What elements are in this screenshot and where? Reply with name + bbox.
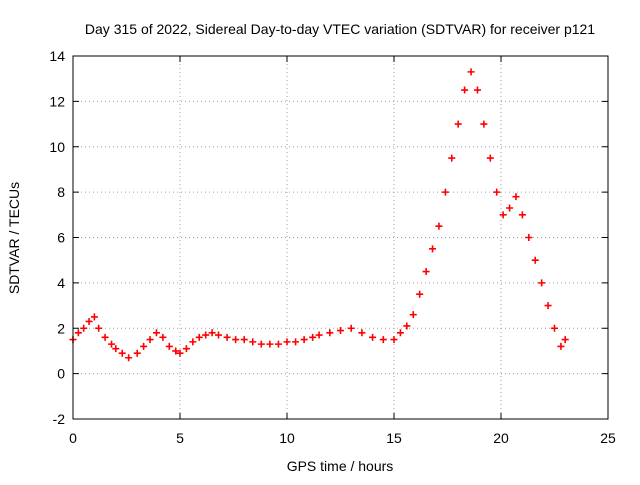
- x-tick-label: 15: [386, 430, 402, 446]
- data-point: [172, 347, 180, 355]
- data-point: [74, 329, 82, 337]
- data-point: [223, 333, 231, 341]
- data-point: [506, 204, 514, 212]
- data-point: [208, 329, 216, 337]
- data-point: [195, 333, 203, 341]
- y-tick-label: 4: [57, 275, 65, 291]
- data-point: [544, 302, 552, 310]
- data-point: [416, 290, 424, 298]
- data-point: [379, 336, 387, 344]
- data-point: [95, 324, 103, 332]
- data-point: [461, 86, 469, 94]
- chart-title: Day 315 of 2022, Sidereal Day-to-day VTE…: [85, 21, 595, 37]
- grid: [73, 56, 608, 419]
- data-point: [347, 324, 355, 332]
- x-tick-label: 25: [600, 430, 616, 446]
- data-point: [480, 120, 488, 128]
- data-point: [176, 349, 184, 357]
- data-point: [499, 211, 507, 219]
- data-point: [518, 211, 526, 219]
- y-tick-label: 6: [57, 230, 65, 246]
- data-point: [159, 333, 167, 341]
- data-point: [409, 311, 417, 319]
- data-point: [165, 342, 173, 350]
- data-point: [240, 336, 248, 344]
- x-axis-label: GPS time / hours: [287, 458, 394, 474]
- data-point: [80, 324, 88, 332]
- data-point: [441, 188, 449, 196]
- y-tick-label: 2: [57, 320, 65, 336]
- data-point: [90, 313, 98, 321]
- data-point: [274, 340, 282, 348]
- data-point: [337, 327, 344, 335]
- data-point: [551, 324, 558, 332]
- data-point: [473, 86, 481, 94]
- x-tick-label: 0: [69, 430, 77, 446]
- data-point: [531, 256, 539, 264]
- data-point: [189, 338, 197, 346]
- data-point: [557, 342, 565, 350]
- data-point: [315, 331, 323, 339]
- data-markers: [69, 68, 569, 362]
- data-point: [146, 336, 154, 344]
- data-point: [108, 340, 116, 348]
- data-point: [249, 338, 257, 346]
- data-point: [326, 329, 334, 337]
- data-point: [215, 331, 223, 339]
- data-point: [525, 234, 533, 241]
- data-point: [140, 342, 148, 350]
- data-point: [112, 345, 120, 353]
- data-point: [448, 154, 456, 162]
- data-point: [454, 120, 462, 128]
- data-point: [369, 333, 377, 341]
- data-point: [101, 333, 109, 341]
- y-tick-label: 10: [49, 139, 65, 155]
- data-point: [133, 349, 141, 357]
- x-tick-label: 10: [279, 430, 295, 446]
- data-point: [493, 188, 501, 196]
- data-point: [283, 338, 291, 346]
- data-point: [309, 333, 317, 341]
- y-tick-label: 12: [49, 93, 65, 109]
- data-point: [266, 340, 274, 348]
- data-point: [561, 336, 569, 344]
- y-axis-label: SDTVAR / TECUs: [6, 182, 22, 294]
- data-point: [300, 336, 308, 344]
- data-point: [512, 193, 520, 201]
- data-point: [125, 354, 133, 362]
- y-tick-label: 0: [57, 366, 65, 382]
- data-point: [232, 336, 240, 344]
- data-point: [429, 245, 437, 253]
- data-point: [358, 329, 366, 337]
- x-tick-label: 5: [176, 430, 184, 446]
- data-point: [435, 222, 443, 230]
- data-point: [422, 268, 430, 276]
- y-tick-label: -2: [53, 411, 66, 427]
- data-point: [257, 340, 265, 348]
- data-point: [486, 154, 494, 162]
- data-point: [85, 317, 93, 325]
- data-point: [152, 329, 160, 337]
- data-point: [467, 68, 475, 76]
- data-point: [390, 336, 398, 344]
- data-point: [403, 322, 411, 330]
- data-point: [202, 331, 210, 339]
- data-point: [182, 345, 190, 353]
- y-tick-label: 8: [57, 184, 65, 200]
- x-tick-label: 20: [493, 430, 509, 446]
- data-point: [538, 279, 546, 287]
- data-point: [396, 329, 404, 337]
- y-tick-label: 14: [49, 48, 65, 64]
- data-point: [292, 338, 300, 346]
- data-point: [118, 349, 126, 357]
